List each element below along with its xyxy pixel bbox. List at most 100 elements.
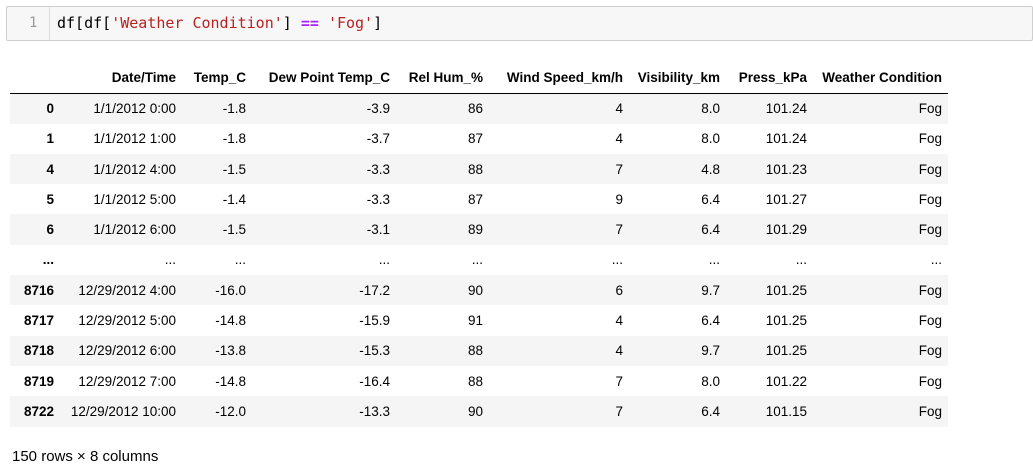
code-token: 'Fog' [327, 14, 374, 32]
table-cell: 101.15 [765, 403, 807, 419]
row-index: 8718 [23, 343, 54, 359]
row-count-summary: 150 rows × 8 columns [12, 448, 159, 465]
table-cell: -3.3 [366, 161, 390, 177]
table-row: 8722 12/29/2012 10:00 -12.0 -13.3 90 7 6.4 101.… [10, 396, 948, 427]
table-cell: 87 [467, 131, 483, 147]
table-cell: -15.3 [359, 343, 390, 359]
table-cell: 7 [615, 403, 623, 419]
table-cell: Fog [918, 403, 942, 419]
table-cell: 8.0 [701, 373, 720, 389]
table-cell: 89 [467, 222, 483, 238]
table-row: 4 1/1/2012 4:00 -1.5 -3.3 88 7 4.8 101.23 Fog [10, 153, 948, 185]
table-cell: Fog [918, 282, 942, 298]
row-index: 1 [46, 131, 54, 147]
table-cell: 101.25 [765, 313, 807, 329]
table-body: 0 1/1/2012 0:00 -1.8 -3.9 86 4 8.0 101.24 Fog 1 1/… [10, 93, 948, 427]
table-cell: 6.4 [701, 403, 720, 419]
table-cell: -14.8 [215, 373, 246, 389]
table-row: 0 1/1/2012 0:00 -1.8 -3.9 86 4 8.0 101.24 Fog [10, 93, 948, 124]
table-cell: 8.0 [701, 101, 720, 117]
table-cell: 12/29/2012 7:00 [78, 373, 176, 389]
row-index: ... [42, 252, 54, 268]
table-cell: 101.24 [765, 101, 807, 117]
table-cell: 6.4 [701, 222, 720, 238]
gutter-divider [49, 7, 50, 40]
table-cell: 4.8 [701, 161, 720, 177]
table-cell: 6 [615, 282, 623, 298]
table-cell: -12.0 [215, 403, 246, 419]
table-cell: 91 [467, 313, 483, 329]
table-cell: -1.8 [222, 131, 246, 147]
table-cell: Fog [918, 131, 942, 147]
table-cell: 6.4 [701, 313, 720, 329]
table-cell: ... [164, 252, 176, 268]
row-index: 6 [46, 222, 54, 238]
column-header: Dew Point Temp_C [252, 63, 396, 94]
table-row: 8716 12/29/2012 4:00 -16.0 -17.2 90 6 9.7 101.2… [10, 275, 948, 306]
code-editor[interactable]: df[df['Weather Condition'] == 'Fog'] [57, 14, 382, 32]
table-cell: -13.8 [215, 343, 246, 359]
code-token: == [300, 14, 319, 32]
table-cell: ... [795, 252, 807, 268]
table-cell: ... [378, 252, 390, 268]
code-input-cell[interactable]: 1 df[df['Weather Condition'] == 'Fog'] [6, 6, 1033, 41]
table-cell: -3.1 [366, 222, 390, 238]
table-cell: 1/1/2012 5:00 [93, 191, 176, 207]
table-cell: 101.25 [765, 282, 807, 298]
table-row: 8717 12/29/2012 5:00 -14.8 -15.9 91 4 6.4 101.2… [10, 305, 948, 335]
table-cell: -3.3 [366, 191, 390, 207]
table-cell: -1.8 [222, 101, 246, 117]
table-cell: Fog [918, 343, 942, 359]
table-cell: ... [234, 252, 246, 268]
table-cell: ... [930, 252, 942, 268]
table-header-row: Date/Time Temp_C Dew Point Temp_C Rel Hum_%… [10, 63, 948, 94]
table-cell: 4 [615, 343, 623, 359]
table-cell: 8.0 [701, 131, 720, 147]
table-cell: 101.25 [765, 343, 807, 359]
table-row: 6 1/1/2012 6:00 -1.5 -3.1 89 7 6.4 101.29 Fog [10, 214, 948, 245]
table-cell: -3.7 [366, 131, 390, 147]
table-cell: Fog [918, 313, 942, 329]
code-token [319, 14, 328, 32]
table-cell: Fog [918, 373, 942, 389]
table-cell: 90 [467, 282, 483, 298]
column-header: Temp_C [182, 63, 252, 94]
table-cell: Fog [918, 191, 942, 207]
table-cell: 4 [615, 313, 623, 329]
table-row: 5 1/1/2012 5:00 -1.4 -3.3 87 9 6.4 101.27 Fog [10, 184, 948, 214]
table-cell: 4 [615, 131, 623, 147]
table-cell: 87 [467, 191, 483, 207]
table-cell: 7 [615, 222, 623, 238]
table-cell: Fog [918, 161, 942, 177]
table-cell: Fog [918, 222, 942, 238]
table-cell: 88 [467, 343, 483, 359]
table-row: ........................... [10, 245, 948, 275]
table-cell: Fog [918, 101, 942, 117]
table-cell: -16.4 [359, 373, 390, 389]
table-cell: -16.0 [215, 282, 246, 298]
table-row: 1 1/1/2012 1:00 -1.8 -3.7 87 4 8.0 101.24 Fog [10, 124, 948, 154]
table-cell: ... [471, 252, 483, 268]
row-index: 8722 [23, 403, 54, 419]
table-cell: 101.29 [765, 222, 807, 238]
row-index: 8717 [23, 313, 54, 329]
table-cell: 88 [467, 161, 483, 177]
table-cell: 101.24 [765, 131, 807, 147]
table-cell: 1/1/2012 4:00 [93, 161, 176, 177]
table-cell: 9.7 [701, 282, 720, 298]
column-header: Weather Condition [813, 63, 948, 94]
table-cell: ... [611, 252, 623, 268]
row-index: 4 [46, 161, 54, 177]
table-cell: -15.9 [359, 313, 390, 329]
table-cell: 7 [615, 161, 623, 177]
table-cell: 6.4 [701, 191, 720, 207]
code-token: ] [282, 14, 301, 32]
code-token: 'Weather Condition' [111, 14, 283, 32]
table-cell: 9 [615, 191, 623, 207]
line-number: 1 [29, 15, 38, 31]
table-cell: -1.4 [222, 191, 246, 207]
dataframe-table: Date/Time Temp_C Dew Point Temp_C Rel Hum_%… [10, 63, 948, 427]
table-cell: 1/1/2012 0:00 [93, 101, 176, 117]
table-cell: -13.3 [359, 403, 390, 419]
index-header [10, 63, 60, 94]
